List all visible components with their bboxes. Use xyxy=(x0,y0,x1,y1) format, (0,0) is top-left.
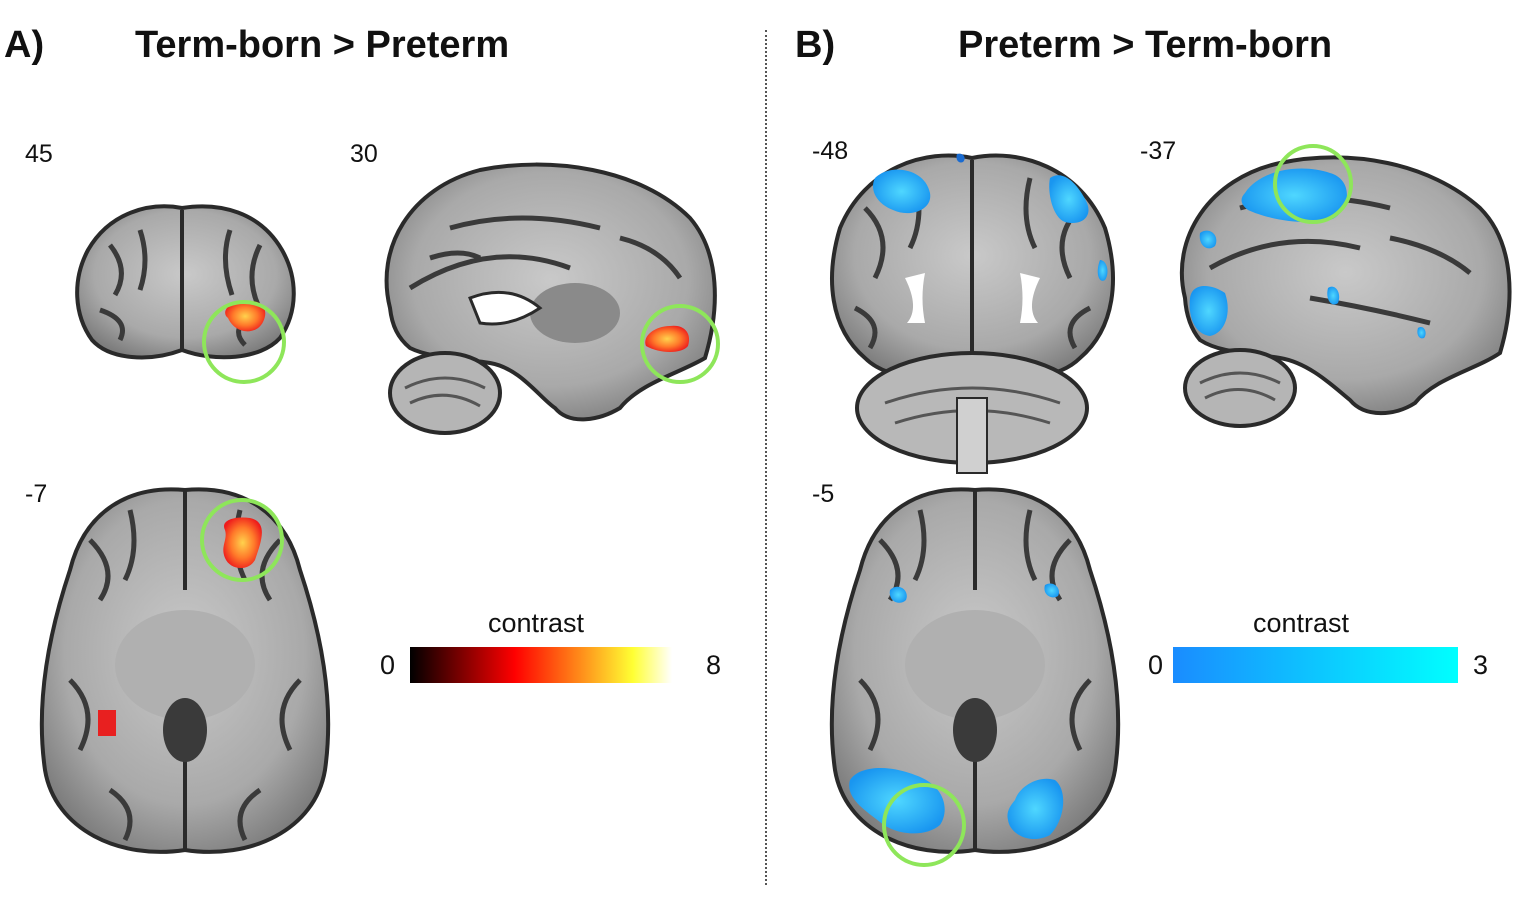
panel-divider xyxy=(765,30,767,885)
panel-b-letter: B) xyxy=(795,24,836,66)
panel-b-axial-slice-number: -5 xyxy=(812,480,835,508)
panel-a-sagittal-slice-number: 30 xyxy=(350,140,378,168)
panel-a-title: Term-born > Preterm xyxy=(135,24,510,66)
panel-a-axial-brain-slice xyxy=(39,487,331,854)
panel-b-axial-highlight-circle xyxy=(882,783,966,867)
panel-a-sagittal-brain-slice xyxy=(384,162,720,435)
panel-b-axial-brain-slice xyxy=(829,487,1121,867)
panel-b-coronal-slice-number: -48 xyxy=(812,137,849,165)
panel-b-title: Preterm > Term-born xyxy=(958,24,1333,66)
panel-a-coronal-highlight-circle xyxy=(202,300,286,384)
panel-b-colorbar-min: 0 xyxy=(1148,650,1164,680)
panel-a-axial-highlight-circle xyxy=(200,498,284,582)
panel-b-colorbar-max: 3 xyxy=(1473,650,1489,680)
panel-a-axial-slice-number: -7 xyxy=(25,480,48,508)
panel-b-sagittal-slice-number: -37 xyxy=(1140,137,1177,165)
panel-b-colorbar-label: contrast xyxy=(1253,608,1350,638)
panel-b-coronal-brain-slice xyxy=(830,153,1115,474)
panel-a-colorbar-min: 0 xyxy=(380,650,396,680)
panel-a-colorbar-max: 8 xyxy=(706,650,722,680)
panel-a-colorbar-label: contrast xyxy=(488,608,585,638)
panel-a-coronal-slice-number: 45 xyxy=(25,140,53,168)
panel-a-sagittal-highlight-circle xyxy=(640,304,720,384)
panel-b-sagittal-highlight-circle xyxy=(1273,144,1353,224)
panel-b-sagittal-brain-slice xyxy=(1179,144,1512,428)
panel-a-colorbar xyxy=(410,647,672,683)
panel-a-letter: A) xyxy=(4,24,45,66)
panel-a-coronal-brain-slice xyxy=(75,204,296,384)
panel-b-colorbar xyxy=(1173,647,1458,683)
